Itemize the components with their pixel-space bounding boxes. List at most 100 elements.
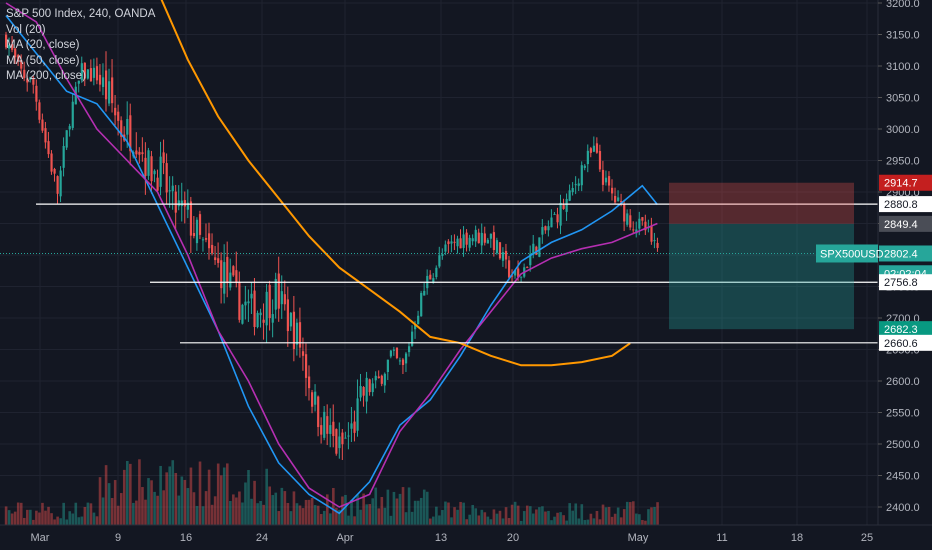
volume-bar bbox=[56, 516, 59, 525]
volume-bar bbox=[129, 463, 132, 525]
volume-bar bbox=[438, 515, 441, 525]
candle-body bbox=[580, 165, 583, 186]
candle-body bbox=[301, 351, 305, 356]
candle-body bbox=[214, 257, 217, 261]
x-tick-label: 9 bbox=[115, 532, 121, 544]
price-axis[interactable]: 2400.02450.02500.02550.02600.02650.02700… bbox=[877, 0, 932, 550]
volume-bar bbox=[235, 497, 238, 525]
volume-bar bbox=[274, 492, 278, 525]
candle-body bbox=[286, 299, 289, 332]
volume-bar bbox=[392, 491, 396, 525]
candle-body bbox=[577, 183, 580, 186]
symbol-tag-bg bbox=[816, 244, 878, 263]
volume-bar bbox=[622, 509, 626, 525]
candle-body bbox=[504, 250, 508, 260]
candle-body bbox=[208, 233, 211, 249]
candle-body bbox=[495, 240, 499, 254]
candle-body bbox=[53, 168, 56, 174]
volume-bar bbox=[329, 513, 332, 525]
candle-body bbox=[562, 204, 565, 209]
volume-bar bbox=[250, 498, 253, 525]
price-label-text: 2682.3 bbox=[884, 324, 918, 336]
candle-body bbox=[480, 232, 483, 246]
volume-bar bbox=[407, 487, 411, 525]
volume-bar bbox=[610, 516, 614, 525]
volume-bar bbox=[416, 500, 420, 525]
candle-body bbox=[368, 379, 371, 393]
candle-body bbox=[144, 157, 147, 176]
volume-bar bbox=[544, 511, 547, 525]
volume-bar bbox=[532, 513, 535, 525]
candle-body bbox=[11, 43, 14, 50]
ma-line-50 bbox=[5, 2, 658, 508]
candle-body bbox=[338, 436, 341, 449]
candle-body bbox=[465, 232, 468, 245]
volume-bar bbox=[562, 515, 565, 525]
volume-bar bbox=[180, 476, 184, 525]
volume-bar bbox=[101, 497, 105, 525]
candle-body bbox=[23, 69, 26, 78]
volume-bar bbox=[316, 505, 320, 525]
volume-bar bbox=[353, 516, 356, 525]
candle-body bbox=[601, 169, 605, 185]
volume-bar bbox=[171, 460, 175, 525]
volume-bar bbox=[550, 520, 553, 525]
volume-bar bbox=[338, 509, 341, 525]
legend-title: S&P 500 Index, 240, OANDA bbox=[6, 8, 156, 20]
x-tick-label: 18 bbox=[791, 532, 803, 544]
candle-body bbox=[65, 130, 68, 148]
volume-bar bbox=[119, 493, 123, 525]
volume-bar bbox=[280, 487, 284, 525]
volume-bar bbox=[350, 499, 353, 525]
candle-body bbox=[389, 350, 393, 357]
volume-bar bbox=[277, 511, 281, 525]
take-profit-zone[interactable] bbox=[669, 223, 854, 330]
time-axis[interactable]: Mar 9 16 24 Apr 13 20 May 11 18 25 bbox=[0, 524, 932, 550]
candle-body bbox=[111, 77, 114, 104]
candle-body bbox=[344, 437, 347, 439]
volume-bar bbox=[322, 510, 326, 525]
volume-bar bbox=[122, 469, 126, 525]
candle-body bbox=[77, 80, 80, 84]
candle-body bbox=[592, 145, 596, 152]
candle-body bbox=[559, 202, 562, 226]
candle-body bbox=[614, 195, 617, 203]
volume-bar bbox=[32, 519, 35, 525]
volume-bar bbox=[489, 519, 493, 525]
volume-bar bbox=[380, 497, 384, 525]
candle-body bbox=[450, 241, 453, 244]
candle-body bbox=[265, 291, 268, 326]
candle-body bbox=[356, 398, 359, 431]
volume-bar bbox=[635, 513, 638, 525]
volume-bar bbox=[113, 480, 117, 525]
candle-body bbox=[192, 233, 196, 237]
volume-bar bbox=[525, 505, 529, 525]
candle-body bbox=[141, 152, 144, 155]
volume-bar bbox=[332, 487, 335, 525]
x-tick-label: 24 bbox=[256, 532, 268, 544]
legend-ma50: MA (50, close) bbox=[6, 54, 80, 67]
volume-bar bbox=[522, 511, 526, 525]
volume-bar bbox=[59, 518, 62, 525]
volume-bar bbox=[168, 466, 172, 525]
volume-bar bbox=[292, 491, 296, 525]
candle-body bbox=[607, 176, 611, 186]
volume-bar bbox=[468, 514, 471, 525]
volume-bar bbox=[628, 502, 632, 525]
candle-body bbox=[150, 156, 153, 182]
stop-loss-zone[interactable] bbox=[669, 182, 854, 224]
volume-bar bbox=[477, 515, 481, 525]
volume-bar bbox=[447, 502, 450, 525]
legend-ma20: MA (20, close) bbox=[6, 39, 80, 51]
volume-bar bbox=[295, 503, 299, 525]
volume-bar bbox=[528, 506, 532, 525]
candle-body bbox=[80, 63, 83, 81]
x-tick-label: 16 bbox=[180, 532, 192, 544]
candle-body bbox=[92, 67, 96, 78]
volume-bar bbox=[68, 511, 72, 525]
candle-body bbox=[507, 260, 511, 278]
candle-body bbox=[341, 432, 344, 445]
candle-body bbox=[250, 293, 253, 299]
volume-bar bbox=[553, 516, 556, 525]
